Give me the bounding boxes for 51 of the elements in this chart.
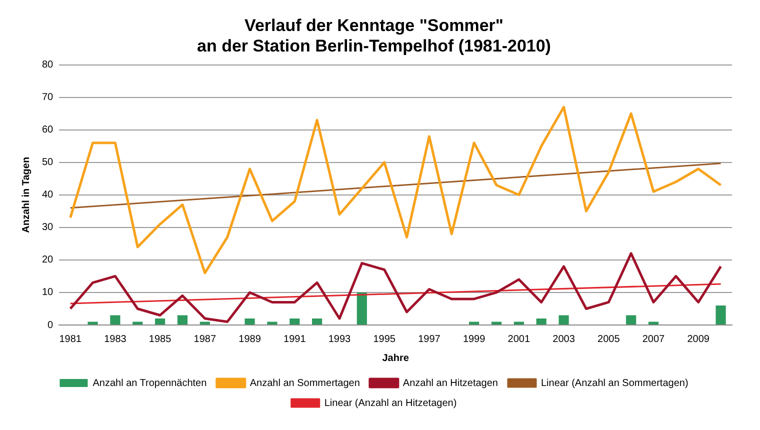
x-tick-label: 1983 [104,334,127,345]
x-tick-label: 1985 [148,334,172,345]
legend-label: Linear (Anzahl an Hitzetagen) [324,398,457,409]
x-tick-label: 1999 [462,334,486,345]
y-axis-title: Anzahl in Tagen [20,156,32,233]
bar [356,292,367,324]
bar [536,318,546,324]
bar [132,322,143,324]
x-tick-label: 2009 [687,334,710,345]
bar [267,322,278,324]
bar [200,322,210,324]
bar [155,318,166,324]
legend-label: Anzahl an Tropennächten [92,378,207,389]
bar [514,322,524,324]
chart-title: Verlauf der Kenntage "Sommer" an der Station Berlin-Tempelhof (1981-2010) [197,16,551,56]
x-tick-label: 1997 [418,334,441,345]
bar [491,322,502,324]
y-tick-label: 10 [42,287,54,298]
bar [177,315,188,324]
y-tick-label: 30 [42,222,54,234]
y-tick-label: 60 [42,124,54,136]
x-tick-label: 1981 [59,334,82,345]
x-tick-label: 1987 [194,334,216,345]
legend-label: Linear (Anzahl an Sommertagen) [540,378,688,389]
x-tick-label: 1993 [328,334,352,345]
y-tick-label: 0 [48,320,54,331]
y-tick-label: 40 [42,190,54,201]
y-tick-label: 50 [42,157,54,168]
y-tick-label: 80 [42,60,54,71]
bar [469,322,480,324]
x-tick-label: 1995 [373,334,396,345]
bar [648,322,659,324]
x-tick-label: 2007 [642,334,666,345]
x-tick-label: 1989 [238,334,262,345]
x-tick-label: 2003 [552,334,576,345]
bar [110,315,120,324]
bar [244,318,255,324]
bar [88,322,98,324]
legend-label: Anzahl an Hitzetagen [402,378,498,389]
x-tick-label: 2005 [598,334,620,345]
bar [716,305,726,324]
y-tick-label: 20 [42,254,54,266]
y-tick-label: 70 [42,92,54,104]
bar [558,315,569,324]
bar [626,315,636,324]
bar [312,318,322,324]
x-tick-label: 1991 [284,334,306,345]
x-tick-label: 2001 [508,334,530,345]
x-axis-title: Jahre [382,352,410,364]
bar [290,318,300,324]
legend-label: Anzahl an Sommertagen [250,378,360,389]
